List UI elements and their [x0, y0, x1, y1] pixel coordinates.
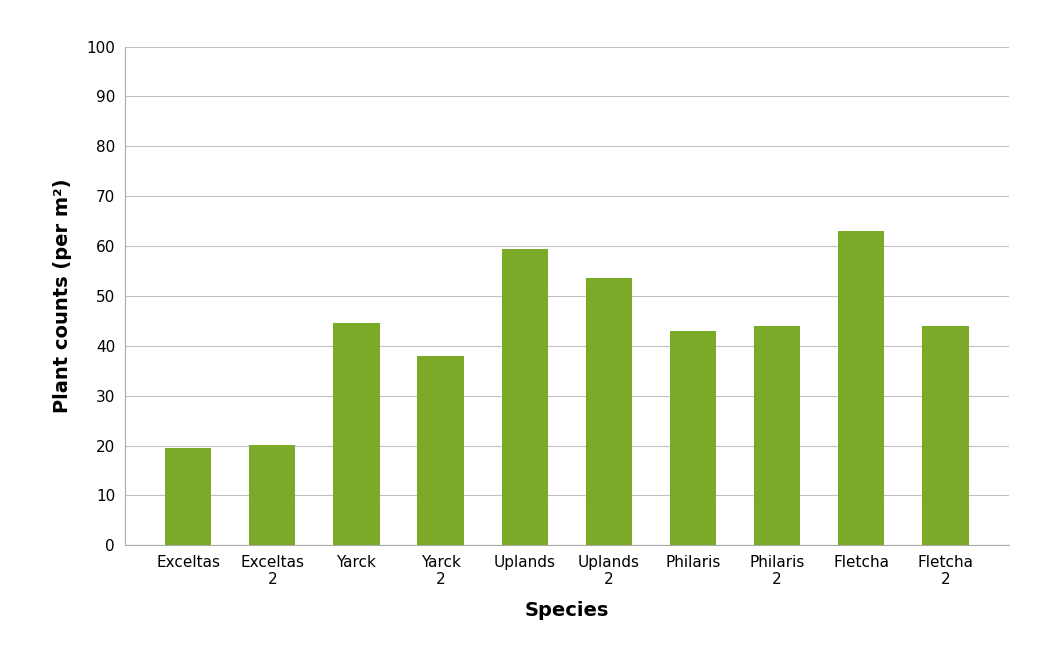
Bar: [417, 356, 464, 545]
Bar: [922, 326, 968, 545]
Y-axis label: Plant counts (per m²): Plant counts (per m²): [53, 179, 73, 413]
X-axis label: Species: Species: [524, 601, 609, 620]
Bar: [838, 231, 884, 545]
Bar: [501, 249, 548, 545]
Bar: [165, 448, 211, 545]
Bar: [250, 444, 295, 545]
Bar: [333, 323, 380, 545]
Bar: [670, 331, 717, 545]
Bar: [754, 326, 801, 545]
Bar: [586, 279, 632, 545]
